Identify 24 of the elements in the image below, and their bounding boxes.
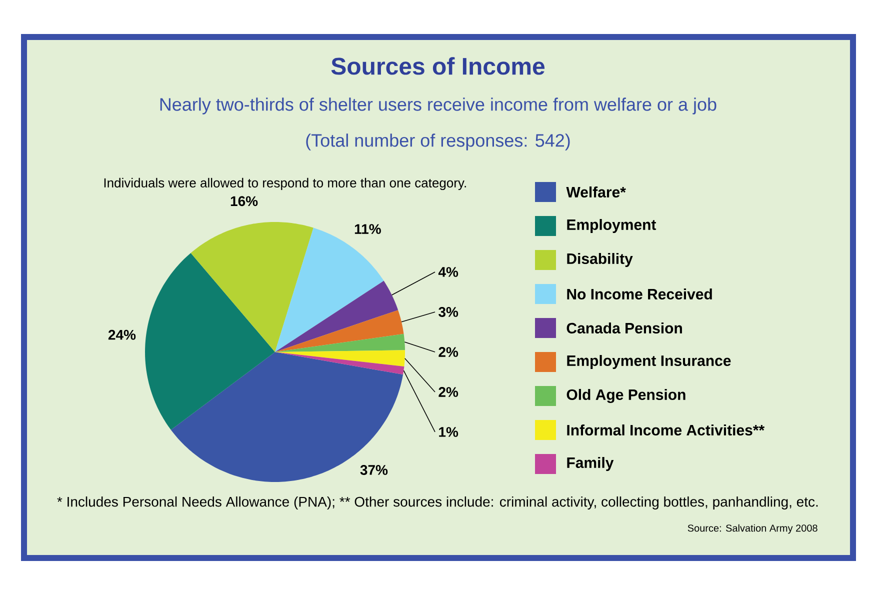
data-label: 2% bbox=[438, 347, 458, 357]
data-label: 11% bbox=[354, 224, 381, 234]
data-label: 2% bbox=[438, 387, 458, 397]
legend-label: No Income Received bbox=[567, 288, 712, 300]
data-label: 24% bbox=[108, 330, 136, 340]
data-label: 16% bbox=[230, 196, 258, 206]
text: * Includes Personal Needs Allowance (PNA); ** Other sources include: criminal activity, collecting bottles, panhandling, etc. bbox=[57, 496, 818, 510]
data-label: 1% bbox=[439, 427, 458, 437]
data-label: 3% bbox=[438, 307, 458, 317]
data-label: 4% bbox=[438, 267, 458, 277]
data-label: 37% bbox=[360, 465, 388, 475]
legend-label: Canada Pension bbox=[566, 322, 682, 334]
chart-subtitle: Nearly two-thirds of shelter users receive income from welfare or a job bbox=[160, 98, 716, 114]
legend-label: Informal Income Activities** bbox=[567, 424, 765, 436]
legend-label: Disability bbox=[567, 252, 633, 267]
source-note: Source: Salvation Army 2008 bbox=[688, 524, 818, 534]
legend-label: Old Age Pension bbox=[566, 388, 686, 404]
legend-label: Welfare* bbox=[566, 186, 626, 198]
legend-label: Employment Insurance bbox=[567, 354, 731, 369]
legend-label: Family bbox=[567, 456, 614, 471]
legend-label: Employment bbox=[567, 218, 656, 233]
text: Individuals were allowed to respond to more than one category. bbox=[104, 178, 466, 190]
text: (Total number of responses: 542) bbox=[306, 134, 570, 150]
chart-title: Sources of Income bbox=[331, 57, 545, 75]
